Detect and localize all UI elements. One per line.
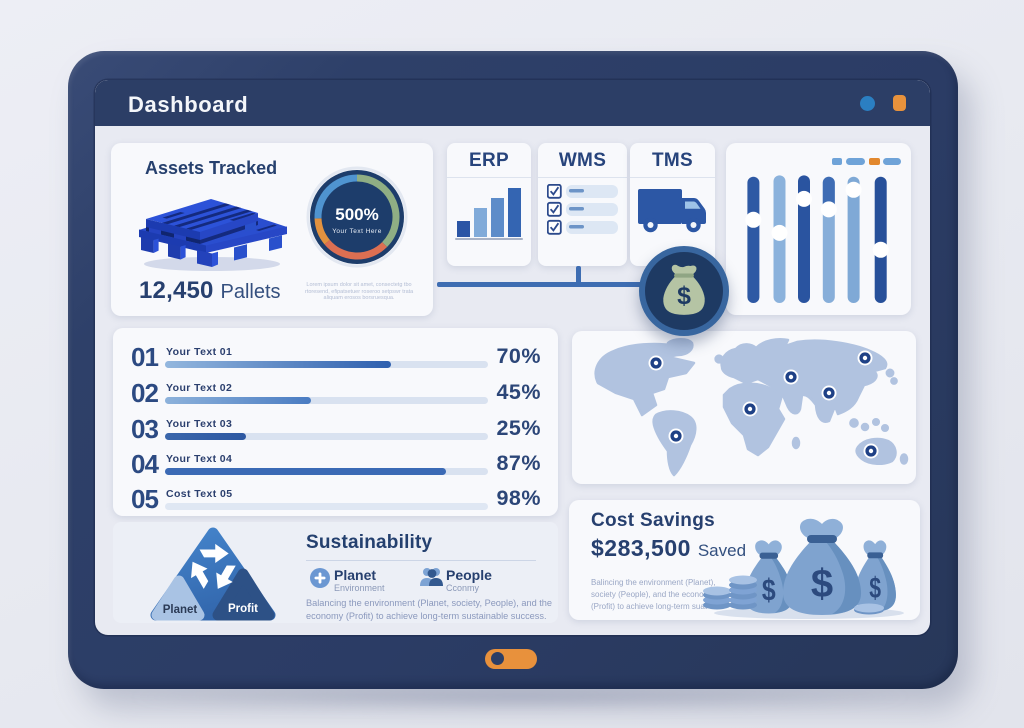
svg-text:Planet: Planet <box>163 604 198 616</box>
svg-text:$: $ <box>677 283 691 310</box>
svg-text:500%: 500% <box>335 205 378 224</box>
svg-text:Profit: Profit <box>228 603 258 615</box>
svg-text:Your Text Here: Your Text Here <box>332 228 382 235</box>
